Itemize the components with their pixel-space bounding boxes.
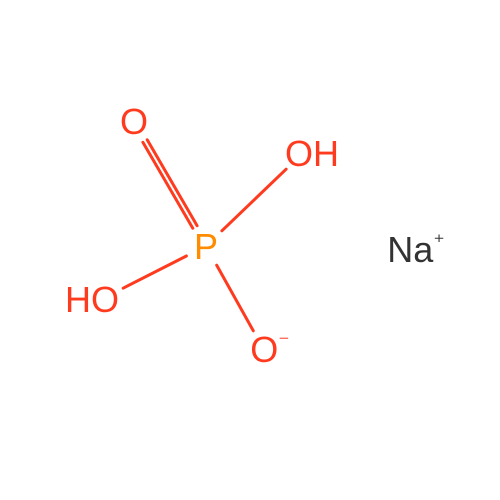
chemical-structure-diagram: POOHHOO⁻Na⁺ [0,0,500,500]
bond-layer [0,0,500,500]
